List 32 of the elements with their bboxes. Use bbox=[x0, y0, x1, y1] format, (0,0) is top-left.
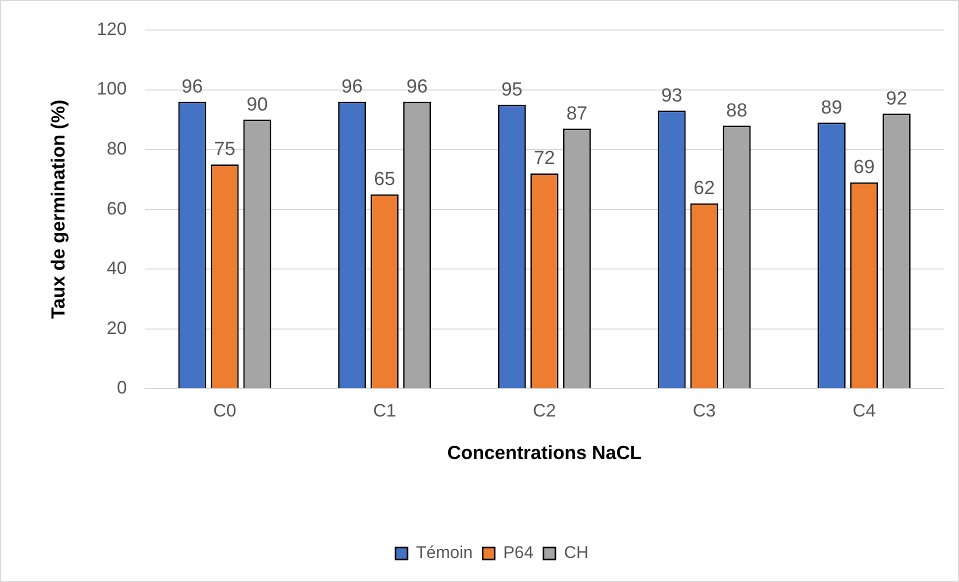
x-tick-label: C1 bbox=[373, 400, 396, 420]
legend-label: P64 bbox=[503, 543, 534, 562]
data-label: 89 bbox=[821, 97, 842, 118]
y-tick-label: 100 bbox=[96, 78, 127, 99]
data-label: 72 bbox=[534, 148, 555, 170]
x-tick-label: C3 bbox=[692, 400, 716, 420]
x-axis-title: Concentrations NaCL bbox=[447, 442, 642, 464]
data-label: 92 bbox=[886, 88, 908, 110]
x-tick-label: C2 bbox=[532, 400, 556, 420]
data-label: 96 bbox=[342, 76, 363, 98]
y-tick-label: 40 bbox=[106, 258, 127, 278]
y-tick-label: 120 bbox=[96, 18, 127, 39]
data-label: 65 bbox=[374, 169, 396, 190]
data-label: 95 bbox=[501, 79, 522, 100]
data-label: 93 bbox=[661, 85, 682, 106]
legend-label: Témoin bbox=[416, 543, 473, 562]
y-tick-label: 20 bbox=[106, 318, 127, 338]
y-tick-label: 80 bbox=[106, 138, 127, 158]
data-label: 96 bbox=[406, 76, 428, 98]
data-label: 75 bbox=[214, 139, 236, 160]
data-label: 88 bbox=[726, 100, 748, 122]
data-label: 62 bbox=[694, 178, 715, 200]
y-tick-label: 0 bbox=[116, 378, 127, 398]
y-axis-title: Taux de germination (%) bbox=[48, 100, 70, 319]
x-tick-label: C0 bbox=[213, 400, 236, 420]
x-tick-label: C4 bbox=[852, 400, 876, 420]
data-label: 90 bbox=[246, 94, 268, 116]
y-tick-label: 60 bbox=[106, 198, 127, 218]
data-label: 96 bbox=[182, 76, 203, 98]
data-label: 87 bbox=[566, 103, 588, 124]
data-label: 69 bbox=[854, 157, 875, 178]
legend-label: CH bbox=[564, 543, 589, 562]
